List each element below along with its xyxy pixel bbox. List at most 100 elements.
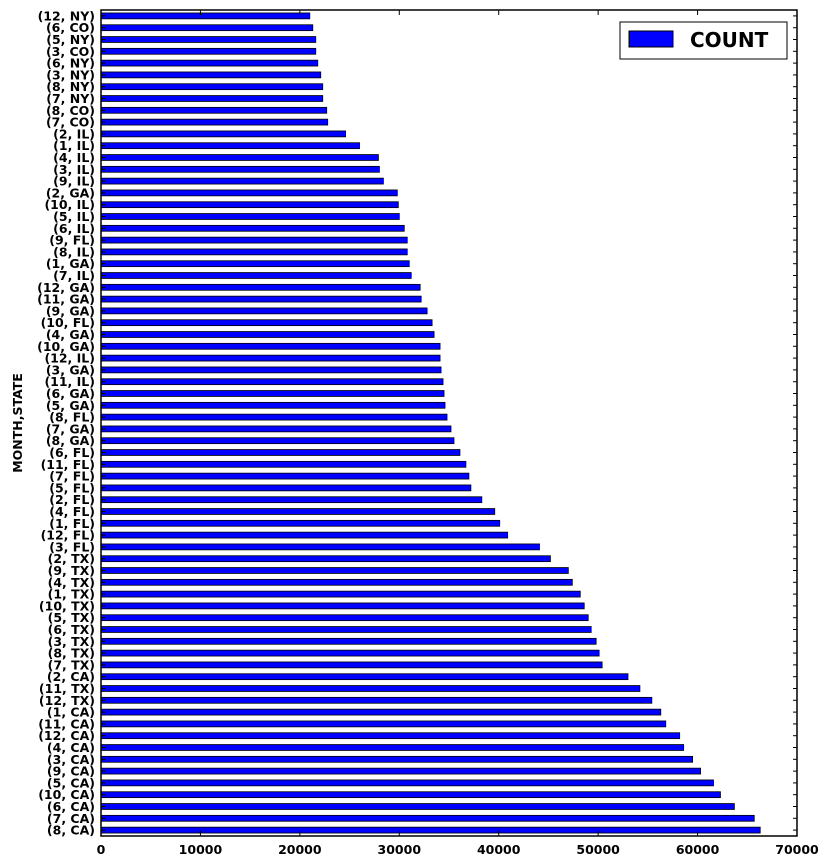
y-tick-label: (5, FL) [49, 480, 95, 495]
bar [100, 118, 329, 126]
bar [100, 791, 721, 799]
bar [100, 496, 483, 504]
y-tick-label: (8, IL) [53, 244, 95, 259]
y-tick-label: (10, TX) [39, 598, 95, 613]
y-tick-label: (8, FL) [49, 410, 95, 425]
legend-swatch [628, 30, 674, 48]
y-tick-label: (6, IL) [53, 221, 95, 236]
y-tick-label: (3, IL) [53, 162, 95, 177]
x-tick-label: 0 [97, 842, 106, 857]
bar [100, 449, 461, 456]
y-tick-label: (4, GA) [46, 327, 95, 342]
bar [100, 614, 589, 622]
y-tick-label: (6, CO) [46, 20, 95, 35]
bar [100, 71, 322, 79]
y-axis-ticks: (12, NY)(6, CO)(5, NY)(3, CO)(6, NY)(3, … [37, 8, 797, 838]
x-tick-label: 20000 [278, 842, 322, 857]
y-tick-label: (12, FL) [41, 528, 95, 543]
y-tick-label: (7, NY) [46, 91, 95, 106]
y-tick-label: (7, FL) [49, 469, 95, 484]
bar [100, 472, 470, 480]
y-tick-label: (12, CA) [38, 728, 95, 743]
bar [100, 590, 581, 598]
bar [100, 201, 399, 209]
x-tick-label: 30000 [378, 842, 422, 857]
bar [100, 342, 441, 350]
bar [100, 390, 445, 397]
bar [100, 95, 324, 102]
y-tick-label: (12, NY) [38, 8, 95, 23]
y-tick-label: (11, TX) [39, 681, 95, 696]
y-tick-label: (12, GA) [37, 280, 95, 295]
y-tick-label: (1, IL) [53, 138, 95, 153]
plot-frame [100, 9, 798, 837]
y-tick-label: (11, GA) [37, 292, 95, 307]
y-tick-label: (8, GA) [46, 433, 95, 448]
y-tick-label: (7, CA) [47, 811, 95, 826]
bar [100, 224, 405, 232]
bar [100, 543, 540, 551]
y-tick-label: (2, FL) [49, 492, 95, 507]
bar [100, 826, 761, 834]
y-tick-label: (5, TX) [48, 610, 95, 625]
y-tick-label: (10, FL) [41, 315, 95, 330]
y-tick-label: (1, GA) [46, 256, 95, 271]
x-tick-label: 50000 [576, 842, 620, 857]
y-tick-label: (8, CO) [46, 103, 95, 118]
y-tick-label: (5, GA) [46, 398, 95, 413]
y-tick-label: (2, GA) [46, 185, 95, 200]
y-tick-label: (8, NY) [46, 79, 95, 94]
bars-group [100, 12, 761, 834]
bar [100, 47, 317, 55]
y-tick-label: (9, TX) [48, 563, 95, 578]
y-tick-label: (6, GA) [46, 386, 95, 401]
bar [100, 142, 360, 150]
y-axis-label: MONTH,STATE [10, 373, 25, 473]
y-tick-label: (9, CA) [47, 764, 95, 779]
bar [100, 661, 603, 669]
y-tick-label: (2, IL) [53, 126, 95, 141]
legend-label-count: COUNT [690, 28, 769, 52]
bar [100, 720, 667, 728]
bar [100, 531, 509, 539]
bar [100, 413, 448, 421]
y-tick-label: (1, FL) [49, 516, 95, 531]
y-tick-label: (4, CA) [47, 740, 95, 755]
x-tick-label: 40000 [477, 842, 521, 857]
y-tick-label: (5, CA) [47, 775, 95, 790]
bar [100, 213, 400, 220]
bar [100, 378, 444, 386]
bar [100, 236, 408, 244]
legend: COUNT [619, 21, 788, 60]
y-tick-label: (6, TX) [48, 622, 95, 637]
y-tick-label: (11, FL) [41, 457, 95, 472]
y-tick-label: (4, TX) [48, 575, 95, 590]
y-tick-label: (4, FL) [49, 504, 95, 519]
bar [100, 649, 600, 657]
bar [100, 555, 551, 563]
bar [100, 708, 662, 716]
bar [100, 519, 501, 527]
bar [100, 189, 398, 197]
bar [100, 366, 442, 374]
bar [100, 732, 681, 740]
y-tick-label: (6, FL) [49, 445, 95, 460]
y-tick-label: (3, NY) [46, 67, 95, 82]
y-tick-label: (8, CA) [47, 823, 95, 838]
y-tick-label: (3, FL) [49, 539, 95, 554]
y-tick-label: (10, IL) [44, 197, 95, 212]
y-tick-label: (9, FL) [49, 233, 95, 248]
y-tick-label: (6, CA) [47, 799, 95, 814]
bar [100, 130, 346, 138]
bar [100, 24, 314, 32]
bar [100, 83, 324, 91]
y-tick-label: (3, TX) [48, 634, 95, 649]
y-tick-label: (10, GA) [37, 339, 95, 354]
bar [100, 779, 714, 787]
y-tick-label: (3, CO) [46, 44, 95, 59]
bar [100, 744, 685, 751]
x-tick-label: 70000 [775, 842, 819, 857]
y-tick-label: (4, IL) [53, 150, 95, 165]
bar [100, 295, 422, 303]
bar [100, 177, 384, 185]
